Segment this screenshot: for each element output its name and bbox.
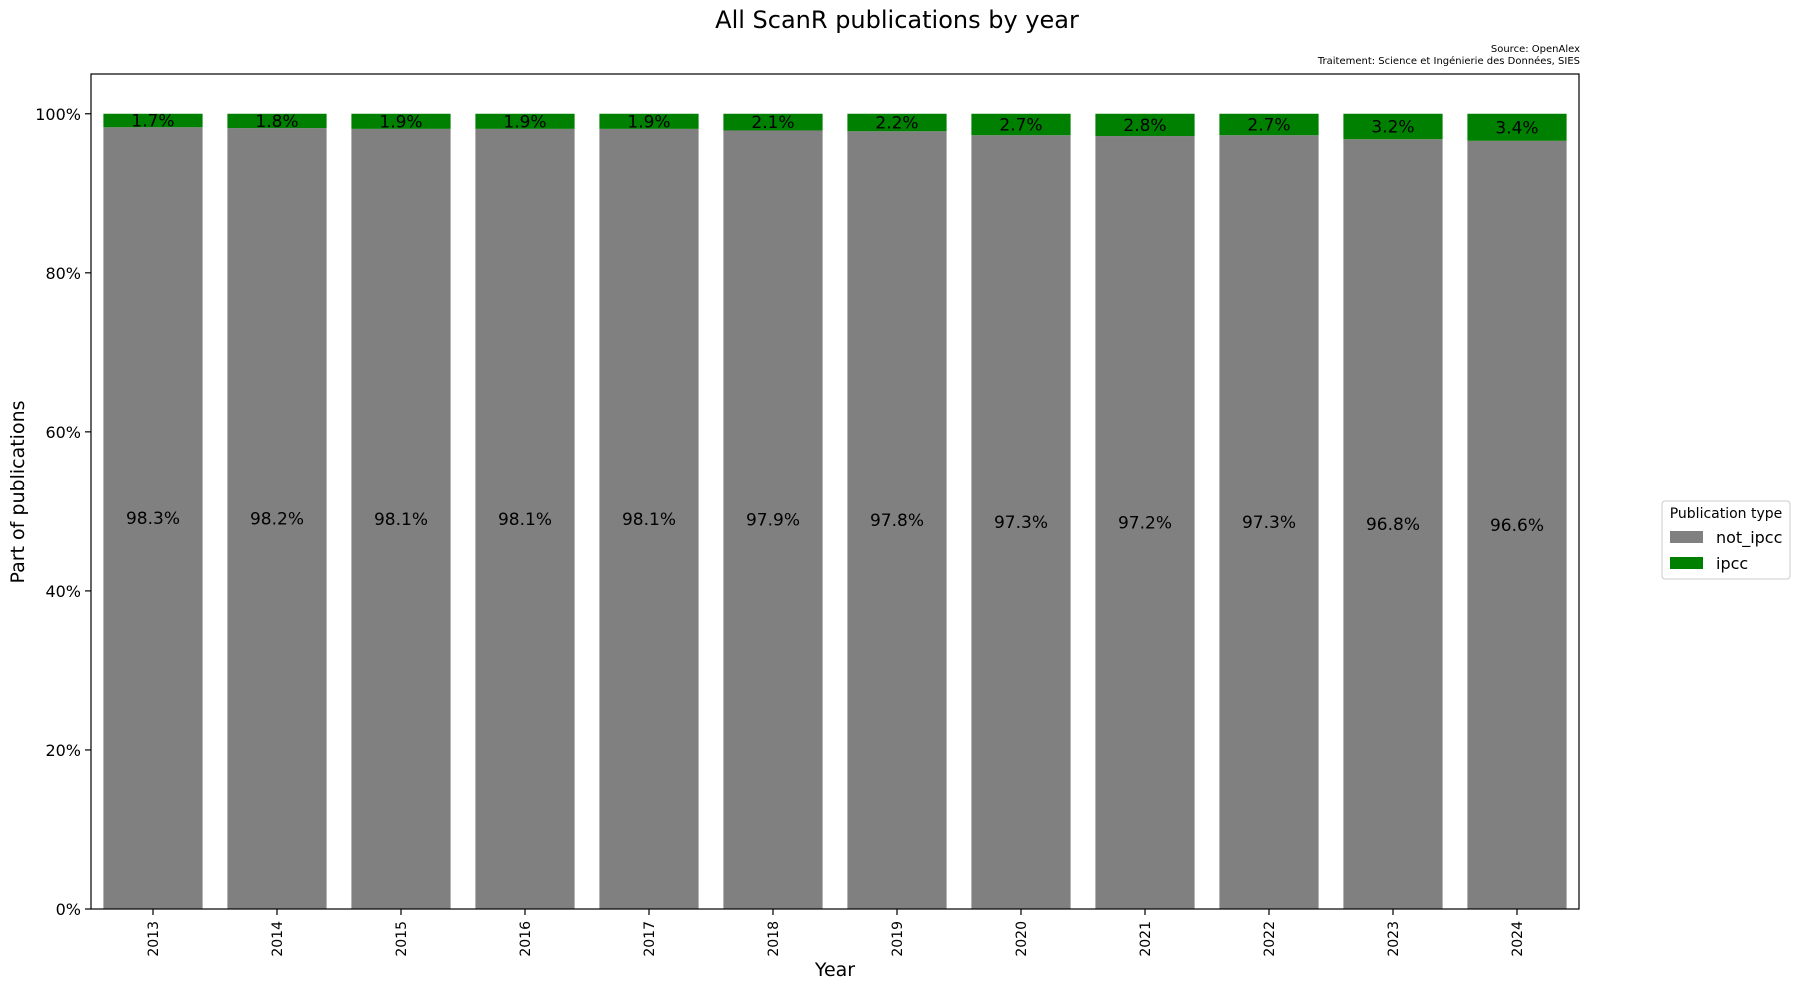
bar-ipcc-2020 <box>971 113 1071 136</box>
bar-ipcc-2017 <box>599 113 699 129</box>
data-label-not-ipcc-2021: 97.2% <box>1118 514 1172 534</box>
bar-not-ipcc-2018 <box>723 130 823 909</box>
data-label-ipcc-2022: 2.7% <box>1247 115 1290 135</box>
data-label-ipcc-2023: 3.2% <box>1371 117 1414 137</box>
bar-not-ipcc-2023 <box>1343 139 1443 909</box>
bar-not-ipcc-2015 <box>351 128 451 909</box>
legend-title: Publication type <box>1670 506 1783 522</box>
bar-ipcc-2018 <box>723 113 823 131</box>
bar-not-ipcc-2016 <box>475 128 575 909</box>
bar-ipcc-2023 <box>1343 113 1443 140</box>
x-axis-label: Year <box>814 959 855 981</box>
bar-ipcc-2015 <box>351 113 451 129</box>
data-labels-layer: 98.3% 1.7% 98.2% 1.8% 98.1% 1.9% 98.1% 1.9% 98.1… <box>126 112 1544 536</box>
bar-not-ipcc-2019 <box>847 131 947 909</box>
x-tick-label: 2019 <box>890 921 906 957</box>
data-label-not-ipcc-2016: 98.1% <box>498 510 552 530</box>
y-axis-label: Part of publications <box>7 400 29 583</box>
data-label-not-ipcc-2024: 96.6% <box>1490 516 1544 536</box>
bar-not-ipcc-2020 <box>971 135 1071 909</box>
x-tick-label: 2017 <box>642 921 658 957</box>
data-label-not-ipcc-2015: 98.1% <box>374 510 428 530</box>
data-label-ipcc-2024: 3.4% <box>1495 118 1538 138</box>
bar-not-ipcc-2021 <box>1095 136 1195 909</box>
data-label-not-ipcc-2023: 96.8% <box>1366 515 1420 535</box>
data-label-ipcc-2017: 1.9% <box>627 112 670 132</box>
x-tick-label: 2021 <box>1138 921 1154 957</box>
legend-swatch-ipcc <box>1670 557 1703 569</box>
x-tick-label: 2018 <box>766 921 782 957</box>
y-tick-label: 80% <box>45 264 81 283</box>
data-label-ipcc-2020: 2.7% <box>999 115 1042 135</box>
bar-ipcc-2013 <box>103 113 203 128</box>
source-line-1: Source: OpenAlex <box>1491 44 1580 55</box>
bar-ipcc-2016 <box>475 113 575 129</box>
data-label-not-ipcc-2017: 98.1% <box>622 510 676 530</box>
x-tick-label: 2014 <box>270 921 286 957</box>
y-tick-label: 60% <box>45 423 81 442</box>
y-tick-label: 20% <box>45 741 81 760</box>
x-tick-label: 2020 <box>1014 921 1030 957</box>
data-label-not-ipcc-2022: 97.3% <box>1242 513 1296 533</box>
legend-swatch-not-ipcc <box>1670 531 1703 543</box>
bar-ipcc-2024 <box>1467 113 1567 141</box>
source-line-2: Traitement: Science et Ingénierie des Do… <box>1317 55 1580 67</box>
chart-title: All ScanR publications by year <box>715 6 1079 34</box>
x-tick-label: 2022 <box>1262 921 1278 957</box>
data-label-ipcc-2015: 1.9% <box>379 112 422 132</box>
bar-ipcc-2022 <box>1219 113 1319 136</box>
y-axis: 0% 20% 40% 60% 80% 100% <box>35 105 91 919</box>
y-tick-label: 100% <box>35 105 81 124</box>
plot-frame <box>90 73 1580 910</box>
data-label-not-ipcc-2018: 97.9% <box>746 511 800 531</box>
data-label-not-ipcc-2013: 98.3% <box>126 509 180 529</box>
bar-not-ipcc-2013 <box>103 127 203 910</box>
bar-ipcc-2014 <box>227 113 327 129</box>
legend-label-ipcc: ipcc <box>1716 554 1748 573</box>
y-tick-label: 40% <box>45 582 81 601</box>
x-tick-label: 2016 <box>518 921 534 957</box>
bar-ipcc-2019 <box>847 113 947 132</box>
x-axis: 2013 2014 2015 2016 2017 2018 2019 2020 2021 2022… <box>146 909 1526 957</box>
bars-layer <box>103 113 1567 910</box>
x-tick-label: 2023 <box>1386 921 1402 957</box>
bar-ipcc-2021 <box>1095 113 1195 137</box>
x-tick-label: 2024 <box>1510 921 1526 957</box>
legend-label-not-ipcc: not_ipcc <box>1716 528 1782 548</box>
y-tick-label: 0% <box>56 900 81 919</box>
data-label-not-ipcc-2019: 97.8% <box>870 511 924 531</box>
bar-not-ipcc-2014 <box>227 128 327 910</box>
data-label-ipcc-2013: 1.7% <box>131 112 174 132</box>
data-label-ipcc-2016: 1.9% <box>503 112 546 132</box>
bar-not-ipcc-2017 <box>599 128 699 909</box>
data-label-ipcc-2018: 2.1% <box>751 113 794 133</box>
bar-not-ipcc-2024 <box>1467 140 1567 910</box>
x-tick-label: 2013 <box>146 921 162 957</box>
data-label-ipcc-2014: 1.8% <box>255 112 298 132</box>
bar-not-ipcc-2022 <box>1219 135 1319 909</box>
x-tick-label: 2015 <box>394 921 410 957</box>
data-label-ipcc-2021: 2.8% <box>1123 116 1166 136</box>
legend: Publication type not_ipcc ipcc <box>1661 500 1791 580</box>
data-label-not-ipcc-2014: 98.2% <box>250 510 304 530</box>
data-label-not-ipcc-2020: 97.3% <box>994 513 1048 533</box>
data-label-ipcc-2019: 2.2% <box>875 114 918 134</box>
